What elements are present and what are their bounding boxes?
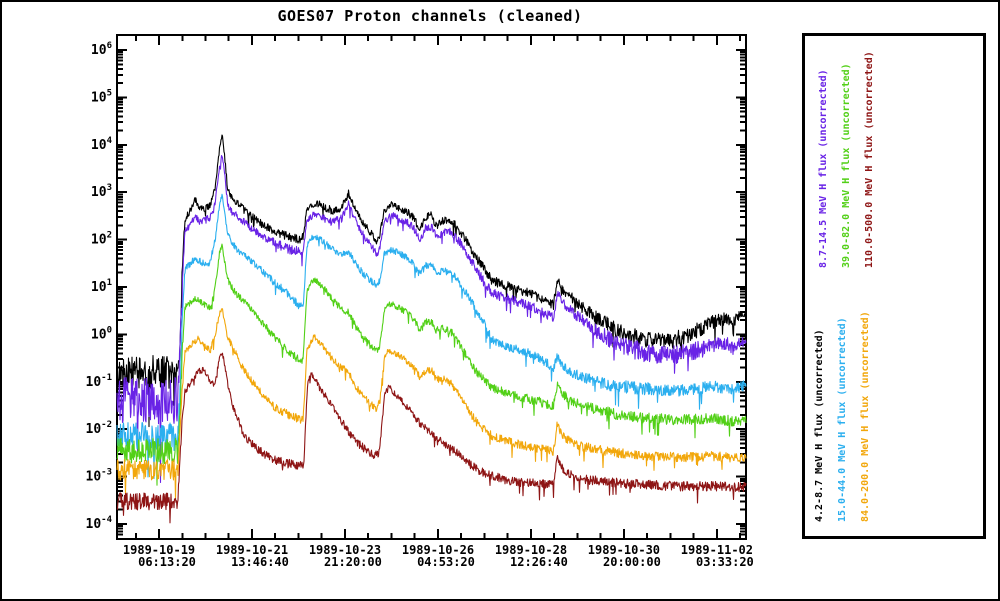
svg-text:12:26:40: 12:26:40 <box>510 555 568 569</box>
chart-title: GOES07 Proton channels (cleaned) <box>277 7 583 25</box>
svg-text:10-3: 10-3 <box>86 468 113 485</box>
series-curve-84.0-200.0-mev <box>116 308 747 501</box>
legend-entry-4.2-8.7-mev: 4.2-8.7 MeV H flux (uncorrected) <box>814 329 825 522</box>
svg-text:104: 104 <box>91 136 113 153</box>
svg-text:105: 105 <box>91 88 112 105</box>
legend-box <box>802 33 986 539</box>
svg-text:1989-10-26: 1989-10-26 <box>402 543 474 557</box>
svg-text:06:13:20: 06:13:20 <box>138 555 196 569</box>
legend-entry-39.0-82.0-mev: 39.0-82.0 MeV H flux (uncorrected) <box>841 63 852 268</box>
svg-text:04:53:20: 04:53:20 <box>417 555 475 569</box>
series-curve-4.2-8.7-mev <box>116 134 747 428</box>
series-curve-8.7-14.5-mev <box>116 155 747 484</box>
legend-entry-84.0-200.0-mev: 84.0-200.0 MeV H flux (uncorrected) <box>860 311 871 522</box>
svg-text:03:33:20: 03:33:20 <box>696 555 754 569</box>
series-curve-39.0-82.0-mev <box>116 243 747 486</box>
svg-text:10-1: 10-1 <box>86 373 113 390</box>
svg-text:10-2: 10-2 <box>86 420 113 437</box>
svg-text:10-4: 10-4 <box>86 515 113 532</box>
axes <box>116 34 747 540</box>
svg-text:1989-10-19: 1989-10-19 <box>123 543 195 557</box>
svg-text:21:20:00: 21:20:00 <box>324 555 382 569</box>
legend-entry-15.0-44.0-mev: 15.0-44.0 MeV H flux (uncorrected) <box>837 317 848 522</box>
svg-text:20:00:00: 20:00:00 <box>603 555 661 569</box>
svg-text:1989-10-23: 1989-10-23 <box>309 543 381 557</box>
svg-text:101: 101 <box>91 278 112 295</box>
series-curve-15.0-44.0-mev <box>116 193 747 480</box>
svg-text:1989-10-28: 1989-10-28 <box>495 543 567 557</box>
svg-text:1989-10-30: 1989-10-30 <box>588 543 660 557</box>
svg-text:106: 106 <box>91 41 112 58</box>
svg-text:103: 103 <box>91 183 112 200</box>
svg-text:13:46:40: 13:46:40 <box>231 555 289 569</box>
y-axis-labels: 106 105 104 103 102 101 100 10-1 10-2 10-3 10-4 <box>86 41 113 532</box>
series-curve-110.0-500.0-mev <box>116 352 747 524</box>
svg-text:1989-10-21: 1989-10-21 <box>216 543 288 557</box>
svg-text:100: 100 <box>91 325 112 342</box>
svg-text:1989-11-02: 1989-11-02 <box>681 543 753 557</box>
svg-text:102: 102 <box>91 231 112 248</box>
legend-entry-110.0-500.0-mev: 110.0-500.0 MeV H flux (uncorrected) <box>864 51 875 268</box>
legend-entry-8.7-14.5-mev: 8.7-14.5 MeV H flux (uncorrected) <box>818 69 829 268</box>
